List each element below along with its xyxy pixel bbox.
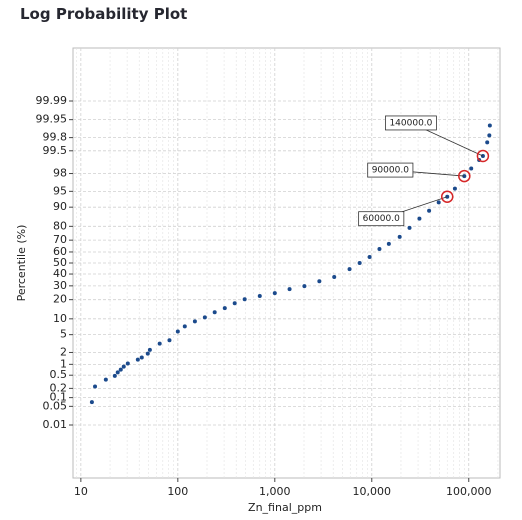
point — [89, 400, 94, 405]
y-tick-label: 1 — [60, 357, 67, 370]
point — [436, 200, 441, 205]
y-tick-label: 80 — [53, 219, 67, 232]
y-tick-label: 70 — [53, 233, 67, 246]
point — [485, 140, 490, 145]
point — [157, 341, 162, 346]
point — [103, 377, 108, 382]
point — [287, 287, 292, 292]
point — [232, 301, 237, 306]
point — [377, 247, 382, 252]
point — [112, 373, 117, 378]
point — [192, 319, 197, 324]
y-tick-label: 0.2 — [50, 381, 68, 394]
point — [242, 297, 247, 302]
y-tick-label: 99.99 — [36, 94, 68, 107]
annotation-label: 90000.0 — [372, 166, 409, 176]
annotation-marker — [440, 190, 454, 203]
annotation-box — [358, 211, 405, 227]
point — [397, 234, 402, 239]
point — [202, 315, 207, 320]
point — [125, 361, 130, 366]
point — [427, 208, 432, 213]
y-tick-label: 20 — [53, 293, 67, 306]
point — [357, 261, 362, 265]
x-tick-label: 10,000 — [353, 485, 392, 498]
point — [222, 306, 227, 311]
annotation-marker — [476, 149, 490, 163]
point — [167, 338, 172, 343]
point — [118, 367, 123, 372]
y-tick-label: 0.5 — [50, 368, 68, 381]
y-tick-label: 30 — [53, 279, 67, 292]
annotation-label: 60000.0 — [363, 214, 400, 224]
y-tick-label: 0.01 — [43, 418, 68, 431]
annotation-box — [385, 115, 437, 131]
point — [347, 267, 352, 272]
point — [469, 166, 474, 171]
point — [139, 355, 144, 360]
y-tick-label: 5 — [60, 328, 67, 341]
y-tick-label: 90 — [53, 200, 67, 213]
point — [272, 291, 277, 296]
point — [302, 284, 307, 289]
y-tick-label: 50 — [53, 256, 67, 269]
y-axis-label: Percentile (%) — [15, 225, 28, 302]
point — [332, 274, 337, 279]
chart-title: Log Probability Plot — [20, 5, 188, 23]
y-tick-label: 99.8 — [43, 131, 68, 144]
annotation-marker — [458, 169, 471, 183]
point — [93, 384, 98, 389]
y-tick-label: 0.05 — [43, 399, 68, 412]
point — [452, 186, 457, 191]
point — [257, 294, 262, 299]
y-tick-label: 95 — [53, 184, 67, 197]
x-tick-label: 10 — [74, 485, 88, 498]
point — [121, 364, 126, 369]
y-tick-label: 40 — [53, 267, 67, 280]
point — [135, 357, 140, 362]
point — [317, 279, 322, 284]
annotation-box — [367, 162, 414, 178]
point — [212, 310, 217, 315]
point — [367, 254, 372, 259]
point — [147, 347, 152, 352]
y-tick-label: 99.95 — [36, 113, 68, 126]
x-axis-label: Zn_final_ppm — [248, 501, 322, 514]
x-tick-label: 100 — [167, 485, 188, 498]
y-tick-label: 2 — [60, 345, 67, 358]
point — [145, 351, 150, 356]
y-tick-label: 99.5 — [43, 144, 68, 157]
point — [175, 329, 180, 334]
point — [487, 123, 492, 128]
y-tick-label: 60 — [53, 245, 67, 258]
point — [386, 241, 391, 246]
y-tick-label: 0.1 — [50, 391, 68, 404]
point — [115, 370, 120, 375]
annotation-label: 140000.0 — [389, 118, 432, 128]
x-tick-label: 1,000 — [259, 485, 291, 498]
point — [182, 324, 187, 329]
point — [407, 225, 412, 230]
y-tick-label: 98 — [53, 167, 67, 180]
y-tick-label: 10 — [53, 312, 67, 325]
point — [417, 216, 422, 221]
x-tick-label: 100,000 — [446, 485, 492, 498]
point — [487, 133, 492, 138]
